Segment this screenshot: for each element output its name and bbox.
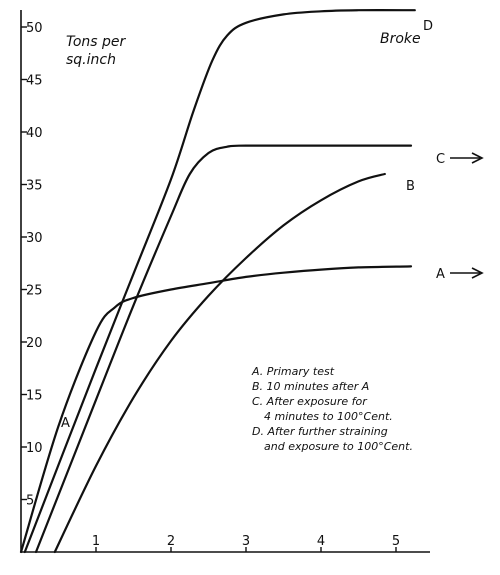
legend-entry-d: D. After further straining and exposure t… <box>252 425 413 453</box>
y-tick-label: 40 <box>26 126 43 141</box>
legend-entry-b: B. 10 minutes after A <box>252 380 369 393</box>
y-tick-label: 10 <box>26 441 43 456</box>
y-tick-label: 20 <box>26 336 43 351</box>
curve-label-b: B <box>406 179 415 194</box>
legend-entry-a: A. Primary test <box>251 365 335 378</box>
y-axis-label-line-1: Tons per <box>66 34 127 50</box>
y-ticks: 5 10 15 20 25 30 35 40 45 50 <box>21 21 43 509</box>
broke-annotation: Broke <box>380 31 421 47</box>
y-tick-label: 5 <box>26 494 34 509</box>
y-axis-label-line-2: sq.inch <box>66 52 116 68</box>
curve-d <box>23 9 416 554</box>
curve-label-d: D <box>423 19 433 34</box>
curves <box>19 9 416 554</box>
x-tick-label: 3 <box>242 534 250 549</box>
curve-b <box>53 172 386 554</box>
curve-label-c: C <box>436 152 445 167</box>
axes <box>20 10 430 553</box>
y-tick-label: 25 <box>26 284 43 299</box>
curve-label-a: A <box>436 267 445 282</box>
y-tick-label: 35 <box>26 179 43 194</box>
curve-label-a-origin: A <box>61 416 70 431</box>
x-tick-label: 2 <box>167 534 175 549</box>
legend-entry-c: C. After exposure for 4 minutes to 100°Ce… <box>252 395 393 423</box>
x-tick-label: 1 <box>92 534 100 549</box>
x-ticks: 1 2 3 4 5 <box>92 534 400 552</box>
arrow-head-a <box>471 267 484 279</box>
y-tick-label: 50 <box>26 21 43 36</box>
legend: A. Primary test B. 10 minutes after A C.… <box>251 365 413 453</box>
y-tick-label: 45 <box>26 74 43 89</box>
y-tick-label: 15 <box>26 389 43 404</box>
x-tick-label: 4 <box>317 534 325 549</box>
arrow-head-c <box>471 152 484 164</box>
y-axis-label: Tons per sq.inch <box>66 34 130 68</box>
y-tick-label: 30 <box>26 231 43 246</box>
x-tick-label: 5 <box>392 534 400 549</box>
curve-c <box>34 144 413 554</box>
curve-labels: A A B C D <box>61 19 484 431</box>
curve-a <box>19 265 413 554</box>
